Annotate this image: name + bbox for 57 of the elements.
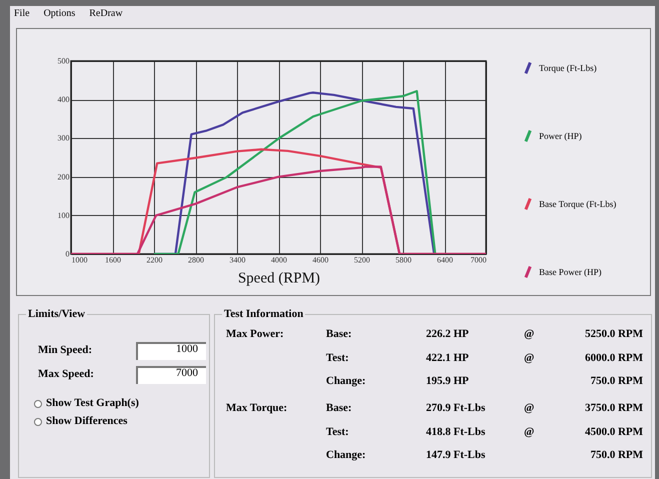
text: 750.0 RPM bbox=[590, 449, 643, 461]
y-tick-label: 400 bbox=[58, 95, 70, 104]
text: Limits/View bbox=[26, 308, 88, 320]
text: Base: bbox=[326, 328, 352, 340]
text: 226.2 HP bbox=[426, 328, 469, 340]
text: 5250.0 RPM bbox=[584, 328, 643, 340]
x-tick-label: 4600 bbox=[312, 256, 328, 264]
text: @ bbox=[524, 352, 534, 364]
x-tick-label: 1000 bbox=[72, 256, 88, 264]
text: Test: bbox=[326, 426, 349, 438]
y-tick-label: 200 bbox=[58, 172, 70, 182]
text: 6000.0 RPM bbox=[584, 352, 643, 364]
text: 750.0 RPM bbox=[590, 375, 643, 387]
legend-label: Base Power (HP) bbox=[539, 267, 602, 277]
text: 270.9 Ft-Lbs bbox=[426, 402, 486, 414]
x-tick-label: 5800 bbox=[396, 256, 412, 264]
text: Change: bbox=[326, 375, 366, 387]
text: Max Speed: bbox=[38, 368, 94, 380]
text: Base: bbox=[326, 402, 352, 414]
y-tick-label: 500 bbox=[58, 56, 70, 66]
text: 195.9 HP bbox=[426, 375, 469, 387]
text: File bbox=[14, 8, 30, 19]
text: Show Differences bbox=[46, 415, 128, 427]
y-tick-label: 300 bbox=[58, 134, 70, 143]
text: Test: bbox=[326, 352, 349, 364]
text: Min Speed: bbox=[38, 344, 92, 356]
text: Options bbox=[44, 8, 76, 19]
text: Show Test Graph(s) bbox=[46, 397, 139, 409]
text: Test Information bbox=[222, 308, 306, 320]
x-tick-label: 5200 bbox=[354, 256, 370, 264]
x-tick-label: 3400 bbox=[230, 256, 246, 264]
text: Max Power: bbox=[226, 328, 284, 340]
text: 147.9 Ft-Lbs bbox=[426, 449, 486, 461]
text: @ bbox=[524, 402, 534, 414]
text: 7000 bbox=[176, 367, 198, 379]
text: @ bbox=[524, 328, 534, 340]
legend-label: Base Torque (Ft-Lbs) bbox=[539, 199, 616, 209]
text: 1000 bbox=[176, 343, 198, 355]
text: 3750.0 RPM bbox=[584, 402, 643, 414]
y-tick-label: 0 bbox=[66, 250, 70, 258]
text: 422.1 HP bbox=[426, 352, 469, 364]
x-tick-label: 2800 bbox=[188, 256, 204, 264]
legend-label: Torque (Ft-Lbs) bbox=[539, 63, 597, 73]
text: 418.8 Ft-Lbs bbox=[426, 426, 486, 438]
text: ReDraw bbox=[89, 8, 123, 19]
x-tick-label: 2200 bbox=[146, 256, 162, 264]
text: @ bbox=[524, 426, 534, 438]
x-tick-label: 4000 bbox=[271, 256, 287, 264]
text: 4500.0 RPM bbox=[584, 426, 643, 438]
x-tick-label: 6400 bbox=[437, 256, 453, 264]
x-tick-label: 1600 bbox=[105, 256, 121, 264]
x-axis-title: Speed (RPM) bbox=[238, 270, 320, 286]
legend-label: Power (HP) bbox=[539, 131, 582, 141]
x-tick-label: 7000 bbox=[470, 256, 486, 264]
text: Change: bbox=[326, 449, 366, 461]
y-tick-label: 100 bbox=[58, 210, 70, 220]
text: Max Torque: bbox=[226, 402, 288, 414]
